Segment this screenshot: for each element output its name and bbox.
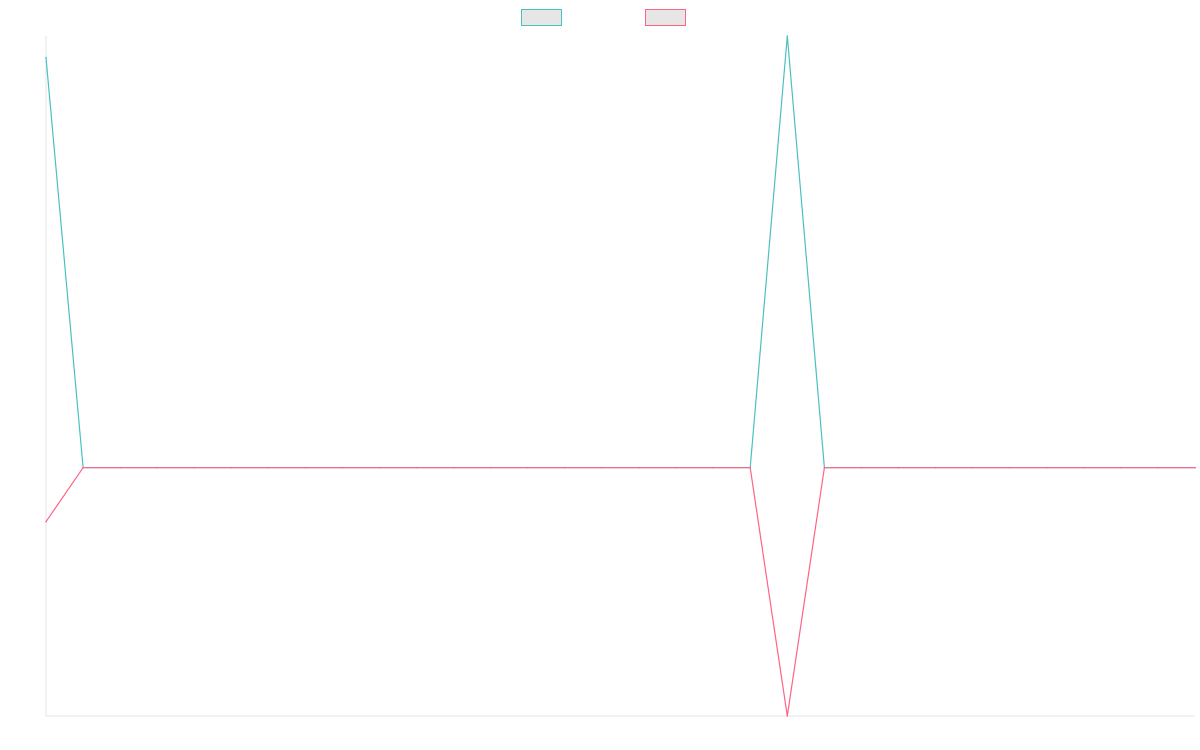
series-2-point bbox=[1008, 466, 1011, 469]
series-2-point bbox=[304, 466, 307, 469]
series-2-point bbox=[1045, 466, 1048, 469]
series-2-point bbox=[119, 466, 121, 469]
series-2-point bbox=[712, 466, 714, 469]
series-2-point bbox=[341, 466, 344, 469]
series-1-line bbox=[45, 35, 1195, 469]
series-2-point bbox=[490, 466, 492, 469]
series-2-point bbox=[1120, 466, 1122, 469]
series-2-point bbox=[415, 466, 418, 469]
series-2-point bbox=[823, 466, 826, 469]
series-2-point bbox=[527, 466, 529, 469]
series-2-point bbox=[786, 715, 789, 717]
axes bbox=[45, 36, 1195, 717]
series-2-point bbox=[601, 466, 603, 469]
series-2-point bbox=[675, 466, 677, 469]
series-2-point bbox=[638, 466, 640, 469]
series-2-point bbox=[1157, 466, 1159, 469]
series-2-point bbox=[749, 466, 751, 469]
series-2-point bbox=[897, 466, 900, 469]
series-2-point bbox=[230, 466, 233, 469]
series-2-line bbox=[45, 467, 1195, 717]
series-2-point bbox=[934, 466, 937, 469]
series-2-point bbox=[452, 466, 455, 469]
series-2-point bbox=[971, 466, 974, 469]
series-2-point bbox=[860, 466, 863, 469]
series-2-point bbox=[45, 520, 47, 523]
series-2-point bbox=[156, 466, 158, 469]
series-2-point bbox=[564, 466, 566, 469]
series-2-point bbox=[1083, 466, 1085, 469]
legend-swatch-series-1[interactable] bbox=[521, 9, 562, 26]
series-1 bbox=[45, 35, 1196, 469]
series-1-point bbox=[786, 35, 789, 37]
series-2 bbox=[45, 466, 1196, 717]
legend bbox=[521, 9, 686, 26]
series-1-point bbox=[45, 56, 47, 59]
series-2-point bbox=[82, 466, 84, 469]
series-2-point bbox=[193, 466, 196, 469]
series-2-point bbox=[1194, 466, 1196, 469]
series-2-point bbox=[267, 466, 270, 469]
series-layer bbox=[45, 35, 1196, 717]
legend-swatch-series-2[interactable] bbox=[645, 9, 686, 26]
series-2-point bbox=[378, 466, 381, 469]
